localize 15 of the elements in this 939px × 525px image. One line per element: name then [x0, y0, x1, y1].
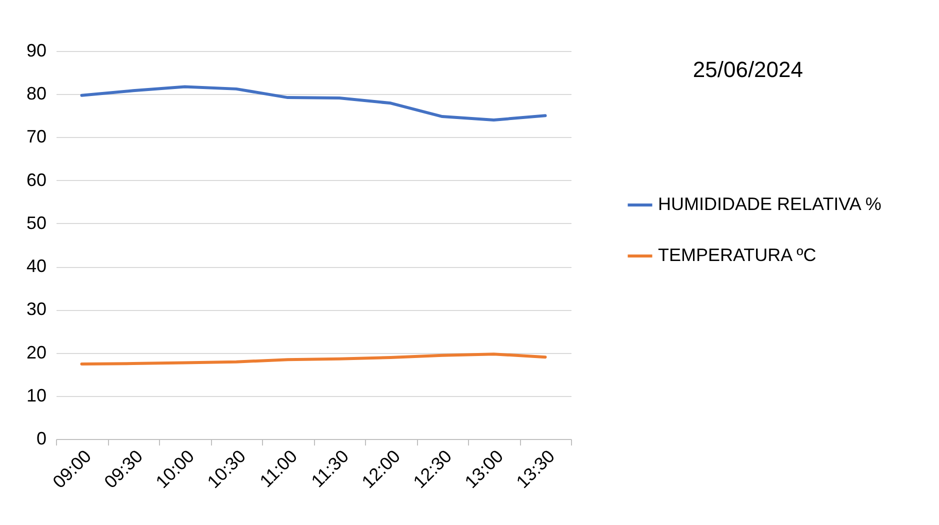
legend-label: TEMPERATURA ºC	[658, 245, 816, 265]
y-tick-label: 80	[26, 84, 46, 104]
y-tick-label: 20	[26, 342, 46, 362]
line-series	[80, 352, 547, 366]
legend-label: HUMIDIDADE RELATIVA %	[658, 194, 882, 214]
y-tick-label: 70	[26, 126, 46, 147]
y-tick-label: 0	[36, 428, 46, 448]
y-tick-label: 60	[26, 170, 46, 190]
text: 25/06/2024	[692, 57, 803, 82]
y-tick-label: 40	[26, 256, 46, 276]
y-tick-label: 50	[26, 212, 46, 233]
y-tick-label: 90	[26, 40, 46, 60]
y-tick-label: 10	[26, 385, 46, 406]
y-tick-label: 30	[26, 299, 46, 320]
line-series	[80, 85, 547, 122]
